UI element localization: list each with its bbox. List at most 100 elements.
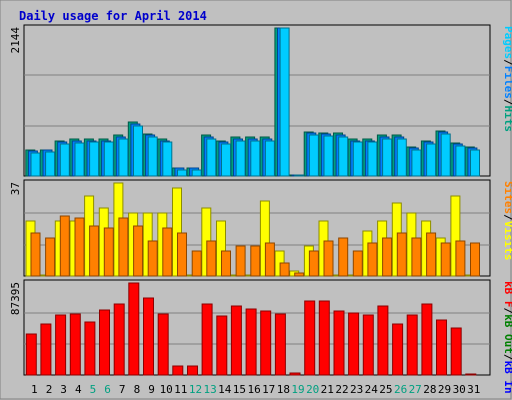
x-tick-label: 21	[321, 383, 334, 396]
x-tick-label: 19	[291, 383, 304, 396]
bar-pages-day-24	[367, 141, 378, 177]
x-tick-label: 7	[119, 383, 126, 396]
x-tick-label: 29	[438, 383, 451, 396]
bar-pages-day-25	[382, 138, 393, 177]
bar-kb-f-day-29	[436, 319, 447, 376]
bar-pages-day-30	[455, 145, 466, 177]
bar-kb-f-day-18	[274, 313, 286, 376]
bar-kb-f-day-8	[128, 282, 140, 376]
bar-pages-day-15	[235, 140, 246, 177]
bar-sites-day-1	[30, 232, 41, 277]
legend-entry: Sites	[502, 181, 512, 214]
bar-pages-day-4	[74, 142, 85, 177]
bar-sites-day-24	[367, 242, 378, 277]
bar-pages-day-22	[338, 136, 349, 177]
legend-entry: /	[502, 99, 512, 106]
bar-pages-day-3	[59, 143, 70, 177]
bar-kb-f-day-15	[230, 305, 242, 376]
bar-kb-f-day-14	[216, 315, 228, 376]
x-tick-label: 10	[160, 383, 173, 396]
bar-kb-f-day-28	[421, 303, 433, 376]
bar-sites-day-22	[338, 237, 349, 277]
bar-sites-day-18	[279, 262, 290, 277]
bar-sites-day-21	[323, 240, 334, 277]
x-tick-label: 8	[134, 383, 141, 396]
right-legend-label: kB F/kB Out/kB In	[502, 281, 512, 394]
bar-pages-day-21	[323, 135, 334, 177]
bar-pages-day-26	[396, 138, 407, 177]
bar-kb-f-day-22	[333, 310, 345, 376]
legend-entry: Pages	[502, 26, 512, 59]
bar-sites-day-12	[191, 250, 202, 277]
bar-pages-day-11	[177, 169, 187, 177]
legend-entry: Hits	[502, 106, 512, 133]
legend-entry: Visits	[502, 221, 512, 261]
legend-entry: /	[502, 59, 512, 66]
legend-entry: kB In	[502, 361, 512, 394]
bar-sites-day-3	[59, 215, 70, 277]
bar-kb-f-day-2	[40, 323, 52, 376]
bar-pages-day-6	[103, 141, 114, 177]
bar-kb-f-day-25	[377, 305, 389, 376]
bar-sites-day-20	[308, 250, 319, 277]
x-tick-label: 6	[104, 383, 111, 396]
bar-sites-day-29	[440, 242, 451, 277]
chart-panels: 2144Pages/Files/Hits37Sites/Visits87395k…	[9, 24, 512, 394]
x-tick-label: 22	[335, 383, 348, 396]
x-tick-label: 23	[350, 383, 363, 396]
x-tick-labels: 1 2 3 4 5 6 7 8 9 10 11 12 13 14 15 16 17 18 19 20 21 22 23 24 2…	[31, 383, 480, 396]
bar-sites-day-19	[294, 272, 305, 277]
x-tick-label: 1	[31, 383, 38, 396]
bar-kb-f-day-31	[465, 373, 477, 376]
x-tick-label: 14	[218, 383, 232, 396]
bar-kb-f-day-12	[187, 365, 198, 376]
legend-entry: Files	[502, 66, 512, 99]
bar-pages-day-7	[118, 138, 129, 177]
bar-pages-day-17	[264, 140, 275, 177]
bar-kb-f-day-6	[99, 309, 110, 376]
legend-entry: kB Out	[502, 314, 512, 354]
bar-pages-day-14	[221, 143, 231, 177]
bar-pages-day-5	[89, 141, 100, 177]
bar-kb-f-day-24	[362, 314, 374, 376]
panel-2: 37 Sites/Visits	[9, 179, 512, 277]
bar-sites-day-4	[74, 217, 85, 277]
bar-sites-day-26	[396, 232, 407, 277]
x-tick-label: 27	[409, 383, 422, 396]
x-tick-label: 13	[203, 383, 216, 396]
bar-pages-day-18	[279, 27, 290, 177]
bar-sites-day-23	[352, 250, 363, 277]
bar-sites-day-2	[45, 237, 56, 277]
bar-sites-day-25	[382, 237, 393, 277]
bar-kb-f-day-30	[450, 327, 462, 376]
y-max-label: 87395	[9, 282, 22, 315]
bar-sites-day-30	[455, 240, 466, 277]
bar-sites-day-17	[264, 242, 275, 277]
bar-kb-f-day-5	[84, 321, 96, 376]
bar-kb-f-day-27	[406, 314, 418, 376]
bar-pages-day-31	[470, 149, 480, 177]
bar-kb-f-day-19	[289, 372, 301, 376]
bar-kb-f-day-9	[143, 297, 154, 376]
x-tick-label: 9	[148, 383, 155, 396]
bar-pages-day-19	[294, 174, 305, 177]
x-tick-label: 5	[90, 383, 97, 396]
bar-sites-day-7	[118, 217, 129, 277]
x-tick-label: 11	[174, 383, 187, 396]
bar-kb-f-day-20	[304, 300, 316, 376]
x-tick-label: 25	[379, 383, 392, 396]
bar-kb-f-day-4	[69, 313, 81, 376]
bar-kb-f-day-11	[172, 365, 184, 376]
x-tick-label: 30	[453, 383, 466, 396]
x-tick-label: 20	[306, 383, 319, 396]
bar-pages-day-23	[352, 141, 363, 177]
legend-entry: kB F	[502, 281, 512, 308]
bar-sites-day-16	[250, 245, 261, 277]
bar-pages-day-16	[250, 140, 261, 177]
bar-pages-day-10	[162, 141, 173, 177]
x-tick-label: 2	[46, 383, 53, 396]
x-tick-label: 3	[60, 383, 67, 396]
bar-pages-day-1	[30, 152, 41, 177]
